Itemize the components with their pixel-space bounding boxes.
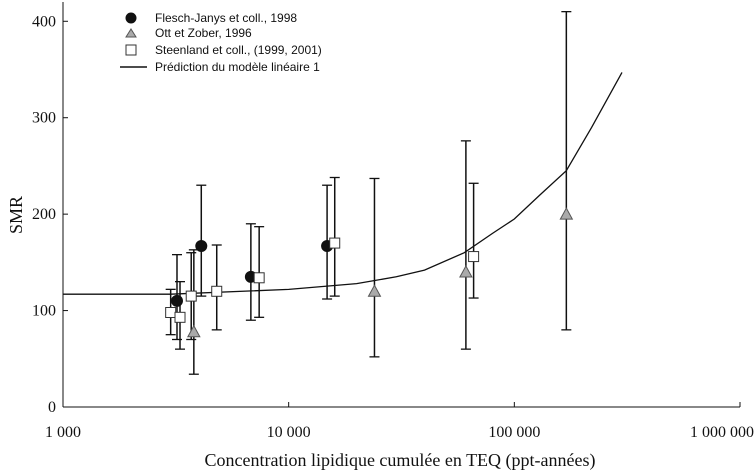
error-bar <box>468 182 479 299</box>
legend-label-model: Prédiction du modèle linéaire 1 <box>155 60 320 74</box>
data-point-square <box>185 290 197 302</box>
model-prediction-line <box>63 72 623 295</box>
y-tick-label: 200 <box>32 206 56 223</box>
data-point-triangle <box>559 207 574 220</box>
x-tick-label: 100 000 <box>488 424 540 441</box>
error-bar <box>329 176 340 297</box>
legend-label-steenland: Steenland et coll., (1999, 2001) <box>155 43 322 57</box>
data-point-square <box>174 311 186 323</box>
model-line-layer <box>63 72 623 295</box>
legend-marker-circle <box>125 12 137 24</box>
y-axis-title: SMR <box>6 196 26 234</box>
data-point-layer <box>165 207 574 338</box>
error-bar <box>369 177 380 358</box>
axes <box>62 2 741 408</box>
tick-label-layer: 0 100 200 300 400 1 000 10 000 100 000 1 000 000 <box>32 13 754 441</box>
data-point-square <box>253 272 265 284</box>
data-point-triangle <box>367 284 382 297</box>
legend-label-ott-zober: Ott et Zober, 1996 <box>155 26 252 40</box>
legend: Flesch-Janys et coll., 1998 Ott et Zober… <box>120 11 322 74</box>
error-bar <box>254 226 265 318</box>
data-point-circle <box>195 239 208 252</box>
data-point-square <box>211 285 223 297</box>
y-tick-label: 100 <box>32 303 56 320</box>
x-tick-label: 10 000 <box>267 424 311 441</box>
y-tick-label: 0 <box>48 399 56 416</box>
data-point-triangle <box>459 264 473 278</box>
data-point-triangle <box>186 324 201 338</box>
x-axis-title: Concentration lipidique cumulée en TEQ (… <box>204 450 595 471</box>
y-tick-label: 400 <box>32 13 56 30</box>
error-bar <box>188 249 199 375</box>
error-bar <box>561 10 572 331</box>
y-tick-label: 300 <box>32 110 56 127</box>
error-bar <box>460 140 471 350</box>
data-point-square <box>165 307 177 318</box>
x-tick-label: 1 000 <box>45 424 81 441</box>
legend-marker-triangle <box>125 28 137 38</box>
legend-label-flesch-janys: Flesch-Janys et coll., 1998 <box>155 11 297 25</box>
data-point-square <box>468 251 480 263</box>
x-tick-label: 1 000 000 <box>690 424 754 441</box>
legend-marker-square <box>125 44 137 56</box>
data-point-square <box>329 237 341 249</box>
data-point-circle <box>170 294 183 307</box>
